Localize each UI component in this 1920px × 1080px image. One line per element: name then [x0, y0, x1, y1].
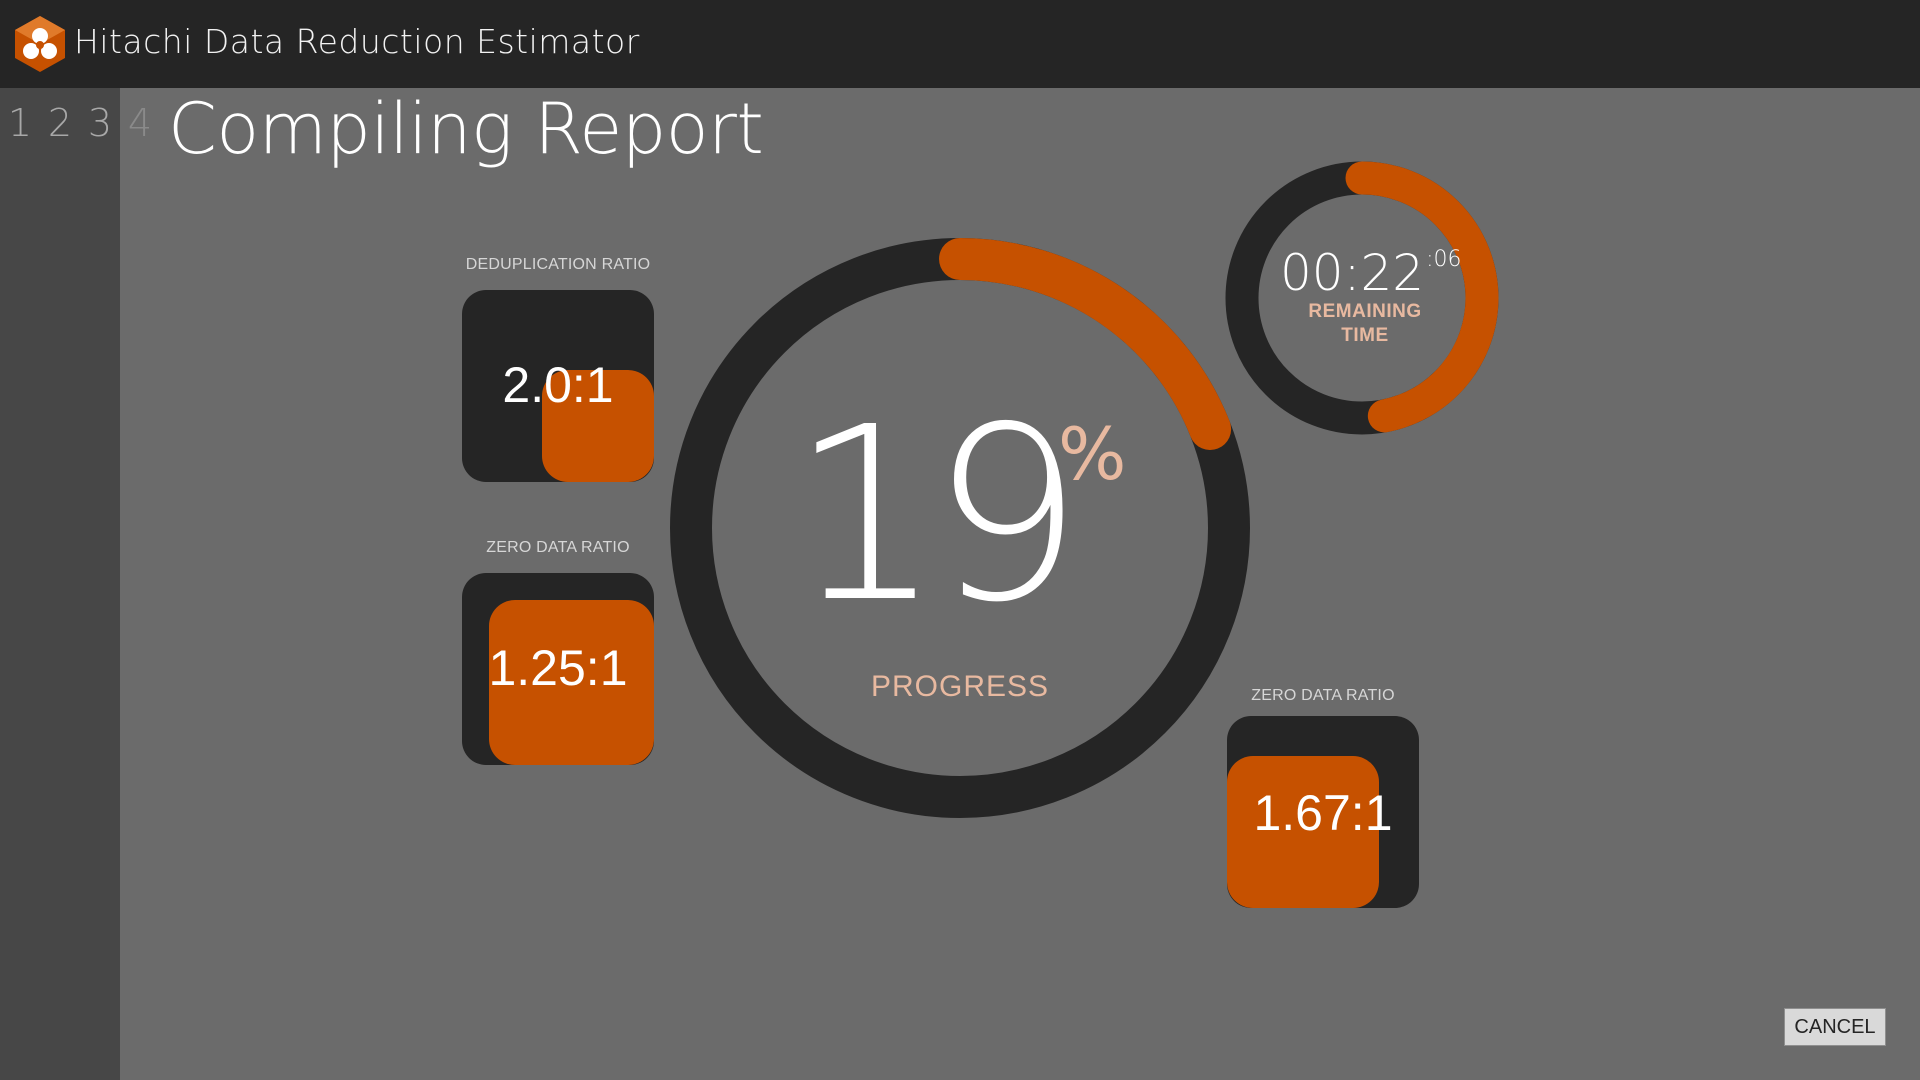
timer-ring-fill: [1225, 161, 1499, 435]
zero-data-ratio-fill-2: [1227, 756, 1379, 908]
timer-ring: [1225, 161, 1499, 435]
dedup-ratio-card: 2.0:1: [462, 290, 654, 482]
hitachi-logo-icon: [15, 16, 65, 72]
remaining-time-seconds: :06: [1426, 247, 1462, 272]
dedup-ratio-fill: [542, 370, 654, 482]
remaining-time-main: 00:22: [1280, 244, 1425, 302]
step-4: 4: [127, 101, 153, 145]
zero-data-ratio-fill: [489, 600, 654, 765]
dedup-ratio-label: DEDUPLICATION RATIO: [465, 256, 651, 273]
page-title: Compiling Report: [168, 88, 764, 170]
app-title: Hitachi Data Reduction Estimator: [74, 22, 640, 61]
zero-data-ratio-label-2: ZERO DATA RATIO: [1251, 687, 1395, 704]
title-bar: Hitachi Data Reduction Estimator: [0, 0, 1920, 88]
cancel-button[interactable]: CANCEL: [1784, 1008, 1886, 1046]
zero-data-ratio-value: 1.25:1: [488, 640, 628, 696]
sidebar: [0, 88, 120, 1080]
step-2[interactable]: 2: [47, 101, 73, 145]
progress-ring-fill: [670, 238, 1250, 818]
zero-data-ratio-card: 1.25:1: [462, 573, 654, 765]
step-3[interactable]: 3: [87, 101, 113, 145]
dedup-ratio-value: 2.0:1: [502, 357, 614, 413]
remaining-time-label: REMAINING TIME: [1308, 301, 1422, 346]
zero-data-ratio-card-2: 1.67:1: [1227, 716, 1419, 908]
progress-value: 19: [790, 375, 1083, 655]
step-1[interactable]: 1: [7, 101, 33, 145]
progress-percent-sign: %: [1058, 412, 1127, 496]
progress-ring: [670, 238, 1250, 818]
zero-data-ratio-label: ZERO DATA RATIO: [486, 539, 630, 556]
remaining-time-value: 00:22:06: [1280, 244, 1462, 302]
progress-label: PROGRESS: [870, 670, 1050, 703]
step-indicator: 1 2 3 4: [0, 98, 160, 148]
zero-data-ratio-value-2: 1.67:1: [1253, 785, 1393, 841]
